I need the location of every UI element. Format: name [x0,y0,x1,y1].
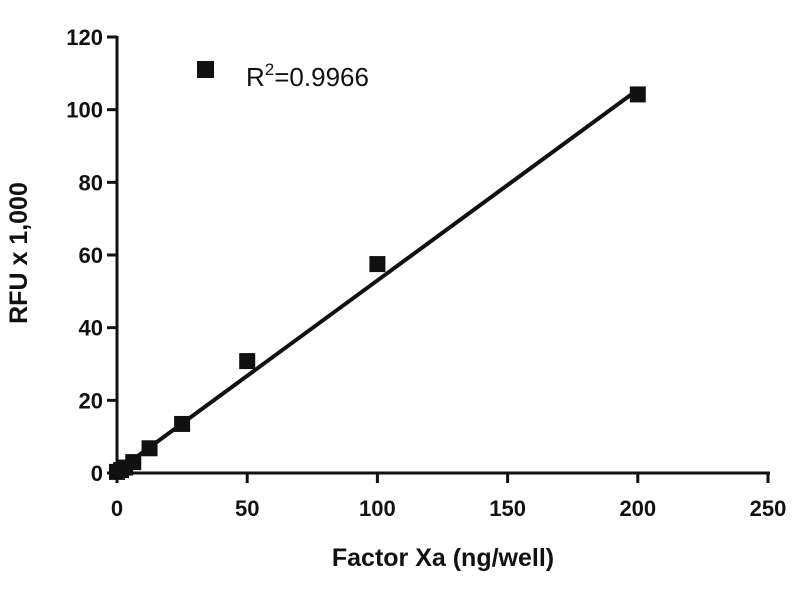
y-tick-label: 40 [79,316,103,341]
y-tick-label: 0 [91,461,103,486]
data-point [239,353,256,370]
regression-line [115,88,639,473]
legend-marker [197,61,214,78]
y-tick-label: 60 [79,243,103,268]
y-ticks: 0 20 40 60 80 100 120 [66,25,117,486]
r-squared-prefix: R [246,62,265,92]
x-tick-label: 0 [111,496,123,521]
x-ticks: 0 50 100 150 200 250 [111,473,786,521]
y-tick-label: 20 [79,388,103,413]
data-points [109,86,646,480]
r-squared-superscript: 2 [265,60,274,79]
x-axis: 0 50 100 150 200 250 [111,471,786,521]
data-point [141,440,158,457]
y-axis: 0 20 40 60 80 100 120 [66,25,119,486]
x-tick-label: 200 [619,496,656,521]
x-tick-label: 50 [235,496,259,521]
data-point [369,256,386,273]
y-tick-label: 120 [66,25,103,50]
x-tick-label: 150 [489,496,526,521]
data-point [125,454,142,471]
legend-r-squared: R2=0.9966 [246,60,369,92]
data-point [174,415,191,432]
y-tick-label: 100 [66,98,103,123]
y-tick-label: 80 [79,170,103,195]
data-point [629,86,646,103]
r-squared-value: =0.9966 [274,62,369,92]
x-tick-label: 100 [359,496,396,521]
legend: R2=0.9966 [197,60,369,92]
x-tick-label: 250 [750,496,787,521]
x-axis-title: Factor Xa (ng/well) [332,544,554,572]
y-axis-title: RFU x 1,000 [5,182,33,324]
